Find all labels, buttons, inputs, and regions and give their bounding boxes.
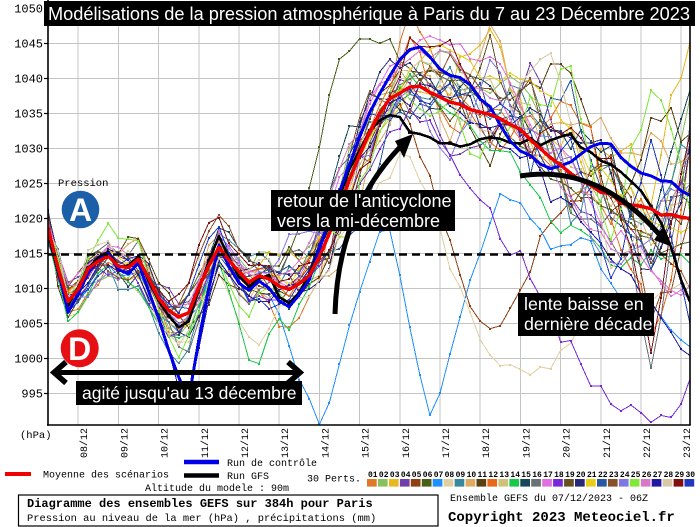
svg-text:13/12: 13/12	[280, 428, 292, 458]
svg-text:Ensemble GEFS du 07/12/2023 -: Ensemble GEFS du 07/12/2023 - 06Z	[450, 493, 648, 505]
svg-text:1050: 1050	[14, 3, 43, 17]
svg-text:19: 19	[565, 471, 575, 480]
svg-text:14/12: 14/12	[320, 428, 332, 458]
svg-text:1020: 1020	[14, 213, 43, 227]
svg-text:Pression: Pression	[58, 178, 108, 190]
svg-text:1040: 1040	[14, 73, 43, 87]
svg-text:30: 30	[686, 471, 696, 480]
svg-text:01: 01	[368, 471, 378, 480]
svg-text:22/12: 22/12	[642, 428, 654, 458]
svg-text:18/12: 18/12	[481, 428, 493, 458]
svg-text:22: 22	[598, 471, 608, 480]
svg-text:15: 15	[521, 471, 531, 480]
svg-text:16/12: 16/12	[401, 428, 413, 458]
svg-text:A: A	[69, 192, 92, 228]
svg-text:17: 17	[543, 471, 553, 480]
svg-text:16: 16	[532, 471, 542, 480]
svg-text:27: 27	[653, 471, 663, 480]
svg-text:(hPa): (hPa)	[20, 430, 52, 442]
svg-text:dernière décade: dernière décade	[524, 314, 653, 334]
svg-text:09/12: 09/12	[119, 428, 131, 458]
svg-text:1005: 1005	[14, 318, 43, 332]
svg-text:1035: 1035	[14, 108, 43, 122]
svg-text:09: 09	[456, 471, 466, 480]
svg-text:18: 18	[554, 471, 564, 480]
svg-text:lente baisse en: lente baisse en	[524, 294, 644, 314]
svg-text:21: 21	[587, 471, 597, 480]
svg-text:12: 12	[488, 471, 498, 480]
svg-text:05: 05	[412, 471, 422, 480]
svg-text:Run GFS: Run GFS	[227, 472, 269, 483]
svg-text:12/12: 12/12	[240, 428, 252, 458]
svg-text:1000: 1000	[14, 353, 43, 367]
svg-text:15/12: 15/12	[361, 428, 373, 458]
svg-text:24: 24	[620, 471, 630, 480]
svg-text:20/12: 20/12	[562, 428, 574, 458]
svg-text:Copyright 2023 Meteociel.fr: Copyright 2023 Meteociel.fr	[448, 510, 675, 526]
svg-text:23/12: 23/12	[682, 428, 694, 458]
svg-text:08: 08	[445, 471, 455, 480]
svg-text:Run de contrôle: Run de contrôle	[227, 458, 317, 470]
svg-text:23: 23	[609, 471, 619, 480]
svg-text:Altitude du modele : 90m: Altitude du modele : 90m	[145, 483, 289, 495]
svg-text:20: 20	[576, 471, 586, 480]
svg-text:29: 29	[675, 471, 685, 480]
svg-text:1010: 1010	[14, 283, 43, 297]
svg-text:Pression au niveau de la mer (: Pression au niveau de la mer (hPa) , pré…	[27, 513, 376, 525]
svg-text:Modélisations de la pression a: Modélisations de la pression atmosphériq…	[48, 4, 690, 24]
svg-text:02: 02	[379, 471, 389, 480]
svg-text:03: 03	[390, 471, 400, 480]
svg-text:19/12: 19/12	[521, 428, 533, 458]
svg-text:10: 10	[467, 471, 477, 480]
svg-text:06: 06	[423, 471, 433, 480]
svg-text:1015: 1015	[14, 248, 43, 262]
svg-text:995: 995	[21, 388, 43, 402]
svg-text:retour de l'anticyclone: retour de l'anticyclone	[277, 191, 452, 211]
svg-text:13: 13	[499, 471, 509, 480]
svg-text:1025: 1025	[14, 178, 43, 192]
svg-text:11: 11	[478, 471, 488, 480]
svg-text:28: 28	[664, 471, 674, 480]
svg-text:08/12: 08/12	[79, 428, 91, 458]
svg-text:1045: 1045	[14, 38, 43, 52]
svg-text:Diagramme des ensembles GEFS s: Diagramme des ensembles GEFS sur 384h po…	[27, 497, 373, 511]
svg-text:1030: 1030	[14, 143, 43, 157]
svg-text:Moyenne des scénarios: Moyenne des scénarios	[43, 470, 169, 482]
svg-text:07: 07	[434, 471, 444, 480]
svg-text:vers la mi-décembre: vers la mi-décembre	[277, 211, 440, 231]
svg-text:14: 14	[510, 471, 520, 480]
svg-text:17/12: 17/12	[441, 428, 453, 458]
svg-text:26: 26	[642, 471, 652, 480]
svg-text:30 Perts.: 30 Perts.	[307, 475, 361, 486]
svg-text:D: D	[68, 331, 91, 367]
svg-text:10/12: 10/12	[160, 428, 172, 458]
svg-text:25: 25	[631, 471, 641, 480]
svg-text:agité jusqu'au 13 décembre: agité jusqu'au 13 décembre	[82, 383, 296, 403]
svg-text:04: 04	[401, 471, 411, 480]
svg-text:21/12: 21/12	[602, 428, 614, 458]
svg-text:11/12: 11/12	[200, 428, 212, 458]
